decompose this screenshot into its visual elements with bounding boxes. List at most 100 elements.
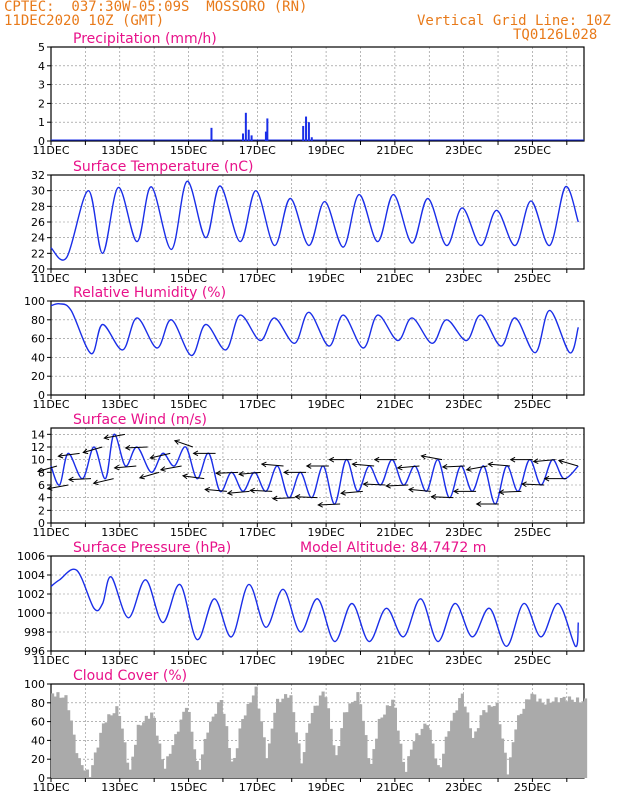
wind-arrow — [47, 484, 69, 490]
cloud-cover-bar — [72, 734, 76, 778]
wind-arrow-head — [453, 488, 459, 495]
y-tick-label: 40 — [31, 734, 45, 747]
wind-arrow-head — [124, 444, 131, 451]
cloud-cover-bar — [463, 706, 467, 778]
x-tick-label: 11DEC — [32, 781, 69, 794]
wind-arrow — [93, 478, 114, 484]
cloud-cover-bar — [227, 748, 231, 778]
cloud-cover-bar — [152, 717, 156, 778]
wind-arrow-head — [271, 495, 278, 502]
model-altitude-annotation: Model Altitude: 84.7472 m — [300, 540, 486, 556]
cloud-cover-bar — [342, 712, 347, 778]
cloud-cover-bar — [490, 706, 494, 778]
cloud-cover-bar — [107, 714, 111, 778]
cloud-cover-bar — [412, 741, 416, 778]
wind-arrow — [421, 455, 443, 461]
wind-arrow-head — [82, 448, 89, 455]
plot-frame — [50, 46, 585, 142]
y-tick-label: 3 — [38, 79, 45, 92]
cloud-cover-bar — [538, 698, 542, 778]
cloud-cover-bar — [163, 768, 167, 778]
cloud-cover-bar — [120, 728, 124, 778]
cloud-cover-bar — [198, 769, 202, 778]
cloud-cover-bar — [305, 732, 309, 778]
wind-arrow — [150, 452, 171, 459]
cloud-cover-bar — [359, 704, 363, 778]
x-tick-label: 17DEC — [239, 398, 276, 411]
x-tick-label: 17DEC — [239, 526, 276, 539]
cloud-cover-bar — [519, 713, 523, 778]
cloud-cover-bar — [313, 705, 317, 778]
wind-arrow-head — [487, 461, 494, 468]
wind-arrow — [386, 484, 409, 487]
cloud-cover-bar — [195, 761, 199, 778]
cloud-cover-bar — [458, 698, 462, 778]
cloud-cover-bar — [367, 758, 371, 778]
cloud-cover-bar — [565, 701, 569, 778]
x-tick-label: 19DEC — [308, 398, 345, 411]
cloud-cover-bar — [460, 693, 464, 778]
precipitation-bar — [241, 133, 244, 141]
cloud-cover-bar — [171, 745, 175, 778]
cloud-cover-bar — [310, 713, 314, 778]
y-tick-label: 10 — [31, 454, 45, 467]
cloud-cover-bar — [203, 738, 207, 778]
wind-arrow-head — [328, 456, 335, 463]
y-tick-label: 1004 — [17, 569, 45, 582]
x-tick-label: 19DEC — [308, 654, 345, 667]
y-tick-label: 20 — [31, 370, 45, 383]
cloud-cover-bar — [294, 732, 298, 778]
cloud-cover-bar — [407, 756, 411, 778]
x-tick-label: 21DEC — [376, 654, 413, 667]
cloud-cover-bar — [200, 754, 205, 778]
cloud-cover-bar — [217, 702, 221, 778]
wind-arrow — [139, 471, 160, 479]
cloud-cover-bar — [324, 697, 328, 778]
precipitation-bar — [266, 118, 269, 141]
cloud-cover-bar — [206, 732, 210, 778]
cloud-cover-bar — [179, 719, 183, 778]
wind-arrow-head — [430, 494, 437, 500]
wind-arrow-head — [249, 487, 255, 494]
y-tick-label: 4 — [38, 60, 45, 73]
cloud-cover-bar — [219, 699, 223, 778]
cloud-cover-bar — [401, 761, 406, 778]
y-tick-label: 14 — [31, 428, 45, 441]
cloud-cover-bar — [142, 722, 146, 778]
cloud-cover-bar — [559, 697, 564, 778]
cloud-cover-bar — [517, 715, 521, 778]
header-vertical-grid-line: Vertical Grid Line: 10Z — [417, 13, 611, 29]
cloud-cover-bar — [144, 715, 148, 778]
cloud-cover-bar — [286, 697, 290, 778]
cloud-cover-bar — [503, 752, 507, 778]
wind-arrow — [37, 465, 58, 472]
precipitation-bar — [244, 112, 247, 141]
cloud-cover-bar — [562, 696, 566, 778]
cloud-cover-bar — [471, 737, 475, 778]
cloud-cover-bar — [385, 705, 389, 778]
cloud-cover-bar — [337, 745, 341, 778]
cloud-cover-bar — [484, 712, 489, 778]
cloud-cover-bar — [112, 713, 116, 778]
cloud-cover-bar — [509, 757, 513, 778]
cloud-cover-bar — [297, 743, 301, 778]
wind-arrow — [160, 465, 182, 471]
wind-arrow-head — [465, 466, 472, 472]
y-tick-label: 60 — [31, 716, 45, 729]
wind-arrow — [114, 465, 137, 469]
wind-arrow — [58, 452, 80, 457]
cloud-cover-bar — [444, 736, 448, 778]
cloud-cover-bar — [332, 745, 336, 778]
wind-arrow-head — [351, 461, 358, 468]
header-model-code: TQ0126L028 — [513, 27, 598, 43]
x-tick-label: 17DEC — [239, 144, 276, 157]
cloud-cover-bar — [292, 712, 296, 778]
y-tick-label: 998 — [24, 626, 45, 639]
x-tick-label: 15DEC — [170, 781, 207, 794]
x-tick-label: 25DEC — [514, 526, 551, 539]
cloud-cover-bar — [249, 702, 253, 778]
wind-arrow-head — [68, 476, 74, 483]
cloud-cover-bar — [123, 742, 127, 778]
x-tick-label: 15DEC — [170, 398, 207, 411]
precipitation-bar — [307, 122, 310, 141]
